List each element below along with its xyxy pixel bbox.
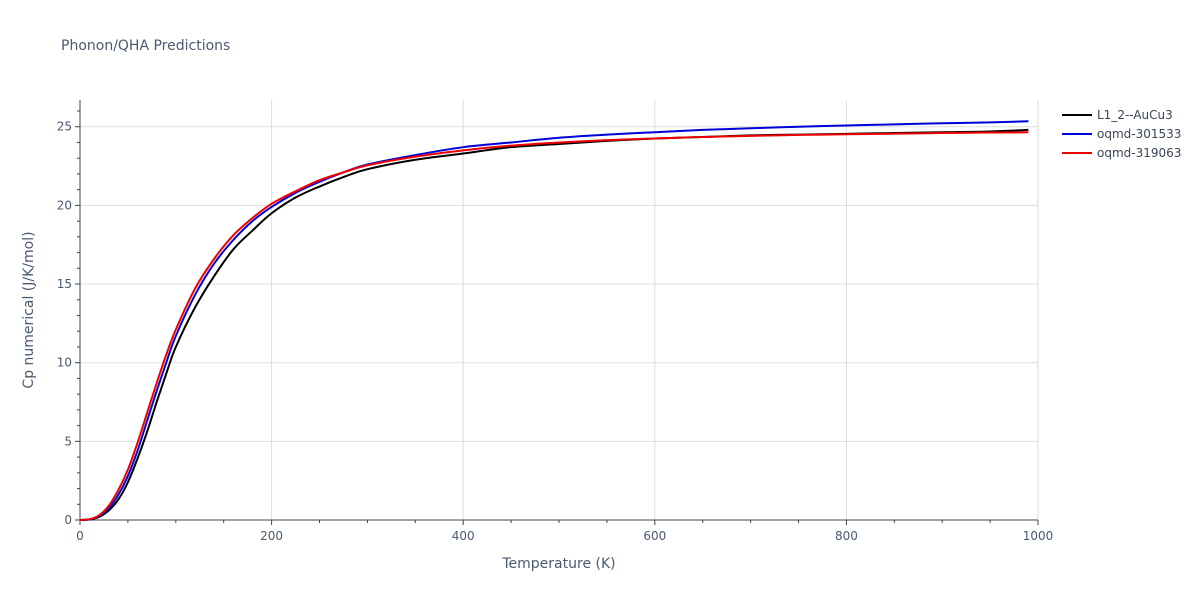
series-lines [79,120,1029,521]
x-tick-label: 1000 [1023,529,1054,543]
series-line-oqmd-319063 [79,131,1029,521]
grid [80,100,1039,520]
y-tick-label: 0 [64,513,72,527]
y-axis-title: Cp numerical (J/K/mol) [21,231,37,388]
x-tick-label: 800 [835,529,858,543]
x-tick-label: 0 [76,529,84,543]
series-line-oqmd-301533 [79,120,1029,521]
y-tick-label: 5 [64,434,72,448]
chart-title: Phonon/QHA Predictions [61,38,230,54]
legend-item[interactable]: oqmd-319063 [1062,146,1181,160]
x-tick-label: 200 [260,529,283,543]
legend-item[interactable]: L1_2--AuCu3 [1062,108,1173,122]
legend-label: oqmd-301533 [1097,127,1181,141]
y-tick-labels: 0 5 10 15 20 25 [57,120,72,527]
y-tick-label: 25 [57,120,72,134]
series-line-L1_2--AuCu3 [79,128,1029,521]
legend-label: oqmd-319063 [1097,146,1181,160]
axes [75,100,1039,525]
y-tick-label: 10 [57,356,72,370]
x-tick-label: 600 [643,529,666,543]
legend-label: L1_2--AuCu3 [1097,108,1173,122]
y-tick-label: 20 [57,198,72,212]
x-tick-labels: 0 200 400 600 800 1000 [76,529,1053,543]
x-tick-label: 400 [452,529,475,543]
y-tick-label: 15 [57,277,72,291]
x-axis-title: Temperature (K) [501,556,615,572]
legend-item[interactable]: oqmd-301533 [1062,127,1181,141]
legend[interactable]: L1_2--AuCu3 oqmd-301533 oqmd-319063 [1062,108,1181,160]
